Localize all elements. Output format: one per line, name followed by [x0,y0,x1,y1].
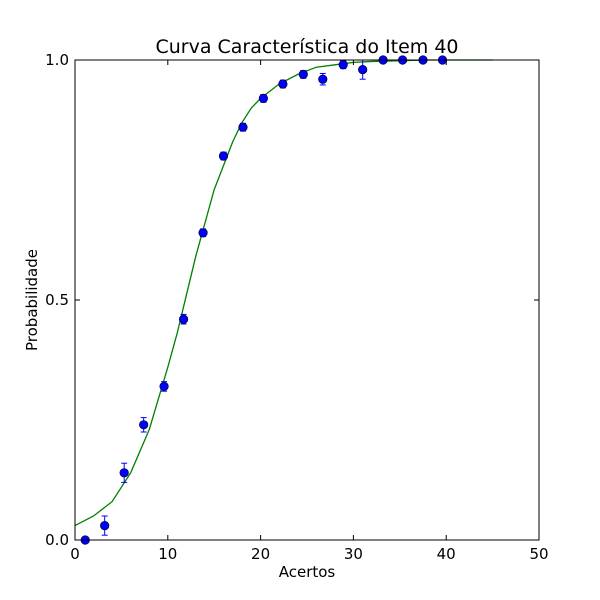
data-point [178,314,189,324]
x-tick-label: 50 [529,545,548,563]
data-point [338,60,348,70]
plot-area: 0 10 20 30 40 50 0.0 0.5 1.0 [45,51,548,563]
chart-title: Curva Característica do Item 40 [155,36,458,58]
x-axis-label: Acertos [279,563,336,581]
y-tick-label: 0.5 [45,291,69,309]
x-tick-label: 40 [437,545,456,563]
x-tick-label: 10 [158,545,177,563]
data-point [298,69,308,79]
data-point [258,93,268,103]
y-axis-label: Probabilidade [23,249,41,351]
data-point [198,228,208,238]
data-point [159,381,169,392]
x-tick-label: 30 [344,545,363,563]
data-point [100,520,110,531]
y-tick-label: 1.0 [45,51,69,69]
data-point [139,420,149,430]
data-point [358,64,368,75]
data-point [119,468,129,478]
data-point [238,122,248,132]
y-tick-label: 0.0 [45,531,69,549]
data-point [218,151,229,161]
x-tick-label: 20 [251,545,270,563]
data-point [318,74,328,84]
x-tick-label: 0 [70,545,80,563]
data-point [278,79,288,89]
